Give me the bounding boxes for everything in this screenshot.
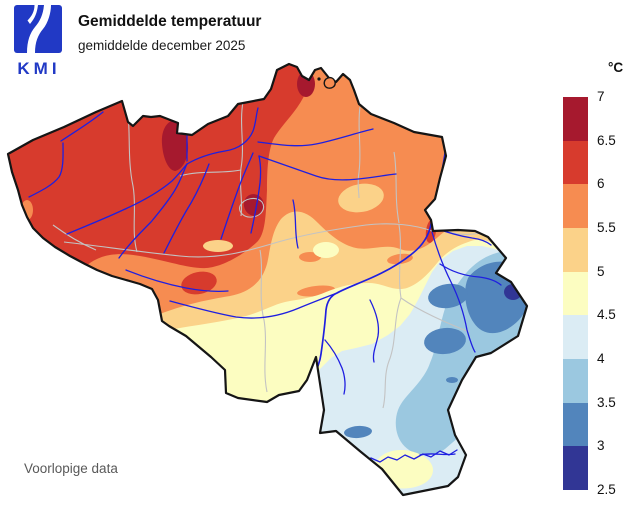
legend-segment — [563, 402, 588, 447]
band-3-35-liege — [428, 283, 468, 309]
legend-segment — [563, 184, 588, 228]
province-line — [400, 297, 470, 333]
legend-unit-label: °C — [608, 60, 624, 75]
river-upper-scheldt — [118, 163, 188, 259]
legend-tick: 2.5 — [597, 482, 616, 497]
river-lower-scheldt — [186, 107, 259, 165]
province-line — [393, 151, 400, 224]
legend-segment — [563, 97, 588, 141]
band-3-35-dash — [446, 377, 458, 383]
rivers — [28, 107, 502, 465]
band-3-35-mid — [424, 327, 466, 355]
river-vesdre — [435, 227, 492, 246]
river-coast-canal — [60, 111, 104, 142]
legend-segment — [563, 358, 588, 403]
band-spot-py-center — [313, 242, 339, 258]
river-zenne — [220, 152, 254, 240]
river-ambleve — [439, 263, 502, 286]
river-dender — [163, 163, 210, 254]
legend-tick: 3 — [597, 438, 605, 453]
legend-tick: 6.5 — [597, 133, 616, 148]
legend-tick: 4.5 — [597, 307, 616, 322]
river-yser — [28, 142, 64, 198]
province-line — [239, 197, 265, 218]
band-spot-tan-ne — [338, 183, 384, 213]
province-line — [398, 224, 402, 299]
legend-tick: 4 — [597, 351, 605, 366]
province-boundaries — [52, 101, 481, 409]
provisional-data-note: Voorlopige data — [24, 461, 118, 476]
legend-segment — [563, 315, 588, 359]
river-lesse — [324, 339, 346, 395]
province-line — [63, 223, 433, 258]
enclave-baarle-hertog — [323, 76, 336, 89]
legend-tick: 3.5 — [597, 395, 616, 410]
title-block: Gemiddelde temperatuur gemiddelde decemb… — [78, 13, 261, 53]
legend-segment — [563, 227, 588, 272]
logo-text: KMI — [17, 59, 61, 78]
river-sambre — [169, 292, 338, 319]
page-title: Gemiddelde temperatuur — [78, 13, 262, 30]
province-line — [239, 101, 244, 217]
enclave-baarle-dot — [317, 77, 321, 81]
river-nete — [257, 128, 374, 147]
river-demer — [258, 155, 397, 181]
river-leie — [66, 163, 188, 235]
river-dijle — [250, 155, 262, 234]
kmi-logo: KMI — [10, 5, 66, 79]
province-line — [357, 106, 361, 199]
legend-segment — [563, 446, 588, 490]
temperature-legend: 7 6.5 6 5.5 5 4.5 4 3.5 3 2.5 — [563, 89, 623, 497]
province-line — [52, 224, 97, 251]
province-line — [382, 297, 402, 409]
belgium-border — [6, 62, 529, 497]
band-3-35-semois — [344, 425, 372, 439]
legend-segment — [563, 140, 588, 185]
province-line — [259, 249, 268, 393]
province-line — [179, 169, 242, 177]
river-gete — [292, 199, 299, 249]
legend-colorbar — [563, 97, 588, 490]
legend-segment — [563, 271, 588, 316]
river-upper-ourthe — [369, 299, 380, 363]
river-haine — [125, 269, 229, 293]
legend-tick: 5.5 — [597, 220, 616, 235]
river-ourthe — [431, 231, 476, 353]
legend-tick: 5 — [597, 264, 605, 279]
kmi-logo-mark — [14, 5, 62, 53]
province-line — [126, 103, 138, 253]
band-spot-tan-brussels — [203, 240, 233, 252]
legend-tick: 6 — [597, 176, 605, 191]
legend-tick: 7 — [597, 89, 605, 104]
page-subtitle: gemiddelde december 2025 — [78, 38, 246, 53]
